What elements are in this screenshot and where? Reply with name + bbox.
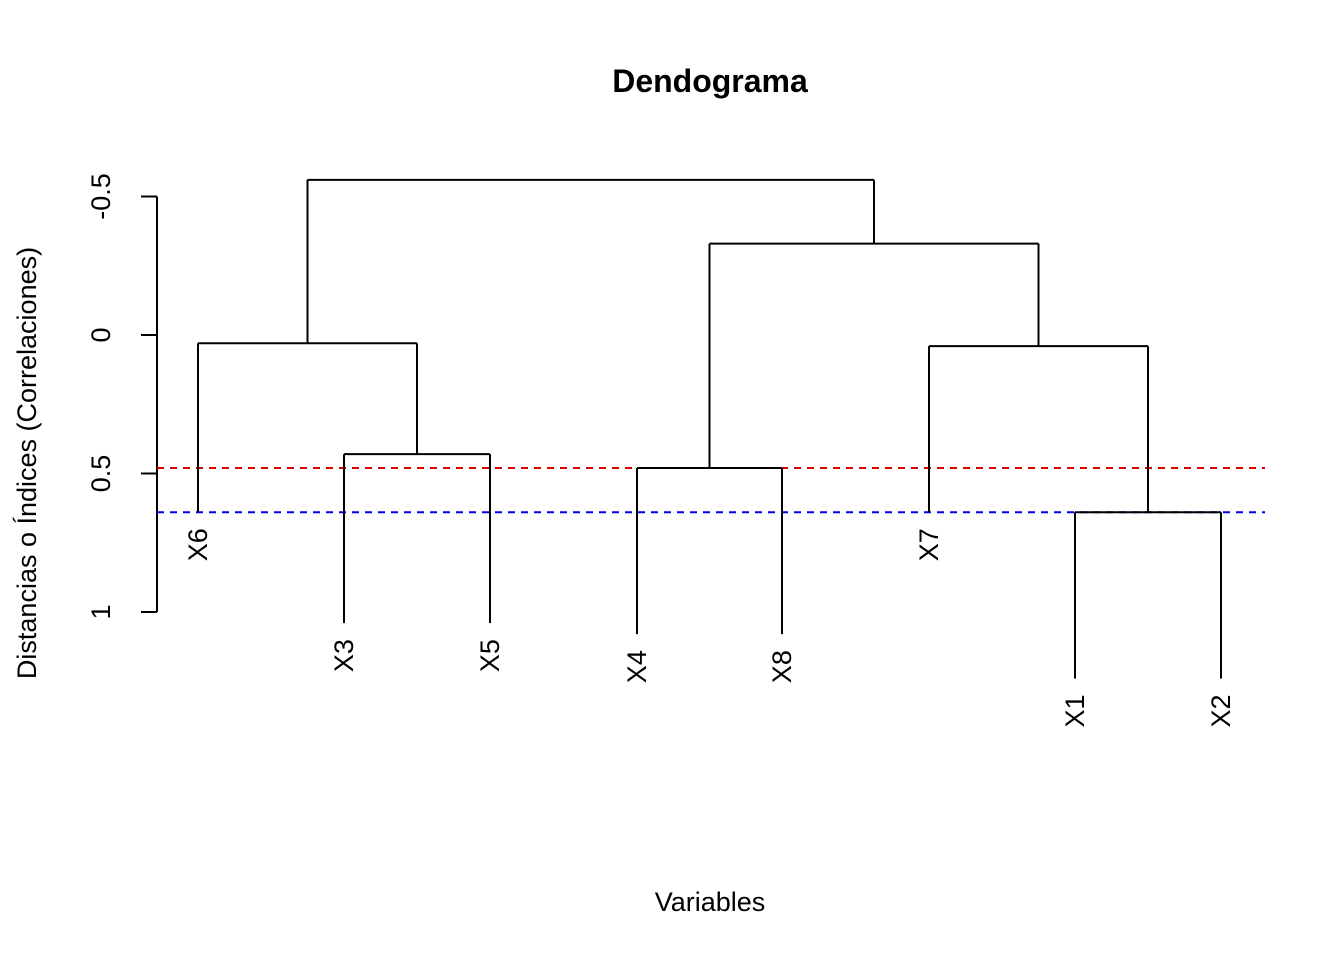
y-tick-label: 1: [86, 604, 116, 619]
y-axis: -0.5 0 0.5 1: [86, 173, 158, 620]
leaf-label-x6: X6: [183, 528, 213, 561]
x-axis-label: Variables: [655, 887, 766, 917]
leaf-labels: X6 X3 X5 X4 X8 X7 X1 X2: [183, 528, 1236, 727]
y-axis-label: Distancias o Índices (Correlaciones): [12, 247, 42, 679]
y-tick-label: 0.5: [86, 455, 116, 493]
leaf-label-x3: X3: [329, 639, 359, 672]
cut-lines: [157, 466, 1265, 514]
leaf-label-x1: X1: [1060, 694, 1090, 727]
leaf-label-x4: X4: [622, 650, 652, 683]
y-tick-label: 0: [86, 327, 116, 342]
y-tick-label: -0.5: [86, 173, 116, 220]
dendrogram-branches: [197, 178, 1222, 679]
leaf-label-x7: X7: [914, 528, 944, 561]
leaf-label-x5: X5: [475, 639, 505, 672]
chart-title: Dendograma: [612, 63, 808, 99]
leaf-label-x2: X2: [1206, 694, 1236, 727]
leaf-label-x8: X8: [767, 650, 797, 683]
